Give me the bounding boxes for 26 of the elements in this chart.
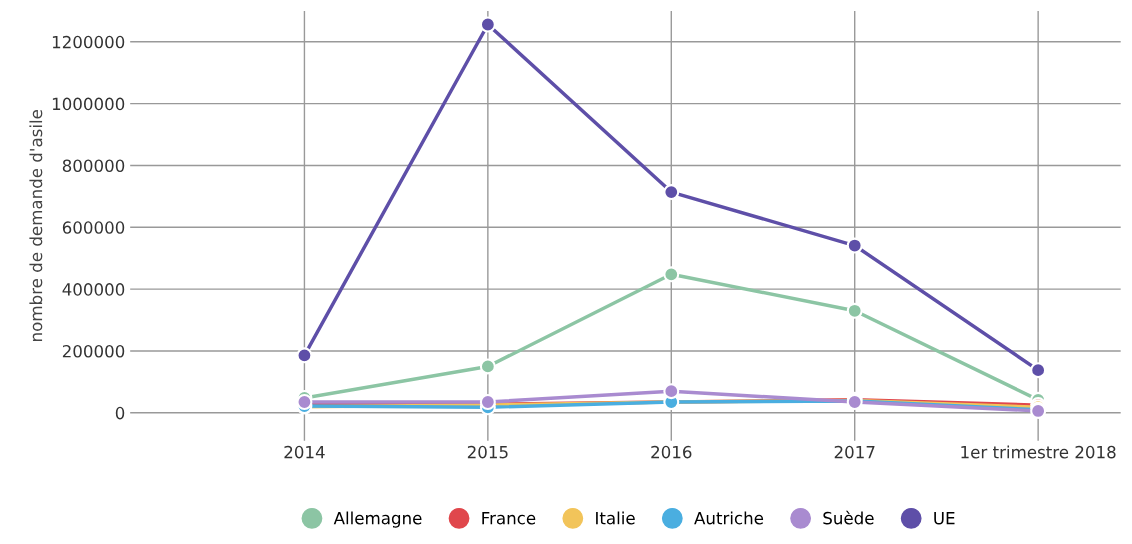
legend-label: Allemagne	[333, 511, 422, 528]
point	[663, 266, 680, 283]
y-axis-title: nombre de demande d'asile	[29, 110, 43, 341]
x-tick-label: 2014	[284, 445, 325, 459]
legend-label: UE	[934, 512, 955, 525]
legend-label: Autriche	[694, 511, 764, 525]
y-tick-label: 400000	[62, 283, 125, 296]
x-tick-label: 2016	[651, 445, 692, 459]
point	[846, 302, 863, 319]
legend-label: Suède	[823, 510, 874, 525]
point	[296, 347, 313, 364]
x-tick-label: 1er trimestre 2018	[961, 445, 1116, 459]
x-tick-label: 2017	[834, 445, 875, 459]
point	[663, 184, 680, 201]
point	[479, 358, 496, 375]
y-tick-label: 0	[115, 406, 125, 420]
y-tick-label: 1000000	[52, 97, 125, 111]
legend-label: France	[482, 512, 536, 525]
legend-label: Italie	[596, 511, 635, 525]
y-tick-label: 600000	[62, 221, 125, 234]
y-tick-label: 800000	[62, 159, 125, 173]
x-tick-label: 2015	[467, 445, 508, 459]
point	[663, 383, 680, 400]
point	[846, 237, 863, 254]
y-tick-label: 200000	[62, 344, 125, 358]
y-tick-label: 1200000	[52, 35, 125, 49]
